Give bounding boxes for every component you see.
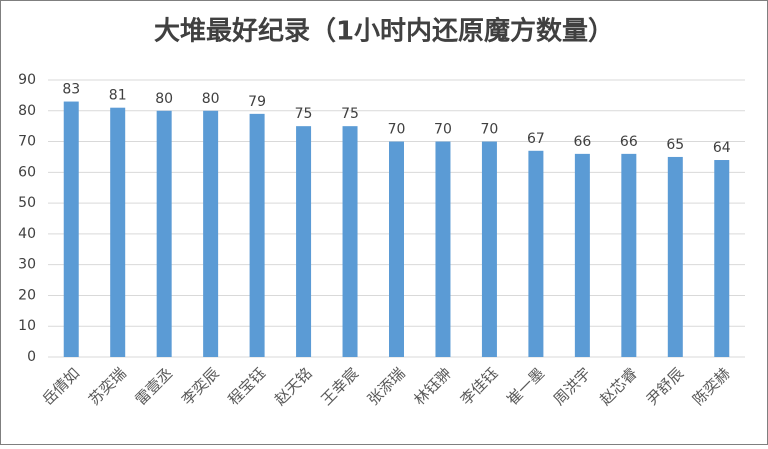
value-label: 64 (713, 140, 731, 156)
bar (389, 141, 404, 357)
value-label: 80 (155, 91, 173, 107)
bar (574, 153, 590, 357)
y-tick-label: 90 (18, 72, 36, 88)
value-label: 81 (109, 88, 127, 104)
bar (667, 156, 683, 357)
bar (63, 101, 79, 358)
y-tick-label: 10 (18, 318, 36, 334)
bar (435, 141, 451, 357)
value-label: 75 (341, 106, 359, 122)
y-tick-label: 60 (18, 164, 36, 180)
y-tick-label: 30 (18, 257, 36, 273)
y-tick-label: 70 (18, 134, 36, 150)
value-label: 83 (62, 82, 80, 98)
value-label: 65 (666, 137, 684, 153)
bar (342, 126, 358, 358)
bar (249, 113, 265, 357)
value-label: 70 (388, 122, 406, 138)
y-tick-label: 0 (27, 349, 36, 365)
value-label: 80 (202, 91, 220, 107)
bar (110, 107, 126, 357)
chart-title: 大堆最好纪录（1小时内还原魔方数量） (154, 16, 614, 47)
y-tick-label: 20 (18, 287, 36, 303)
value-label: 66 (573, 134, 591, 150)
y-tick-label: 40 (18, 226, 36, 242)
y-tick-label: 80 (18, 103, 36, 119)
value-label: 67 (527, 131, 545, 147)
value-label: 75 (295, 106, 313, 122)
bar (714, 160, 730, 357)
value-label: 70 (481, 122, 499, 138)
bar (203, 110, 219, 358)
bar (528, 150, 544, 357)
value-label: 66 (620, 134, 638, 150)
value-label: 79 (248, 94, 266, 110)
bar (481, 141, 497, 357)
value-label: 70 (434, 122, 452, 138)
bar (621, 153, 637, 357)
bar (296, 126, 312, 358)
bar (156, 110, 172, 358)
y-tick-label: 50 (18, 195, 36, 211)
